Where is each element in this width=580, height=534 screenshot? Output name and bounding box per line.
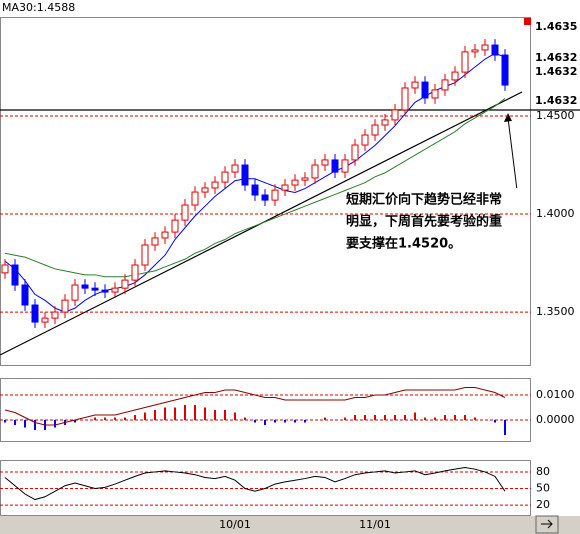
candle-body [371,124,379,136]
note-box [342,188,524,256]
candle-body [391,109,399,121]
candle-body [421,81,429,99]
candle-body [301,177,309,181]
candle-body [211,181,219,189]
price-panel [0,17,531,366]
candle-body [351,144,359,161]
candle-body [171,219,179,233]
candle-body [261,194,269,201]
candle-body [341,159,349,173]
candle-body [441,79,449,91]
x-tick-label: 11/01 [359,518,391,531]
candle-body [71,284,79,301]
x-axis-strip [0,516,580,534]
y-tick-label: 1.3500 [536,305,575,318]
candle-body [411,81,419,89]
candle-body [31,304,39,323]
indicator-title: MA30:1.4588 [2,1,75,14]
indicator-line [4,97,506,278]
indicator-line [4,387,506,426]
candle-body [91,287,99,291]
candle-body [51,311,59,319]
indicator-line [4,467,506,501]
scroll-arrow [541,519,553,529]
candle-body [361,134,369,146]
y-tick-label: 0.0100 [536,388,575,401]
y-tick-label: 0.0000 [536,413,575,426]
price-readout: 1.4632 [535,51,577,64]
candle-body [501,54,509,86]
candle-body [291,179,299,186]
candle-body [381,119,389,126]
candle-body [21,284,29,306]
annotation: 短期汇价向下趋势已经非常 [346,192,502,208]
candle-body [311,164,319,179]
y-tick-label: 20 [536,498,550,511]
price-readout: 1.4632 [535,65,577,78]
annotation: 要支撑在1.4520。 [346,236,461,252]
candle-body [251,184,259,196]
annotation: 明显，下周首先要考验的重 [346,214,502,230]
y-tick-label: 1.4500 [536,109,575,122]
candle-body [151,237,159,246]
candle-body [451,71,459,81]
y-tick-label: 50 [536,482,550,495]
candle-body [41,317,49,323]
candle-body [471,49,479,53]
candle-body [141,244,149,266]
candle-body [1,264,9,274]
candle-body [321,159,329,166]
candle-body [191,191,199,206]
candle-body [221,171,229,183]
marker [524,18,531,25]
candle-body [181,204,189,221]
candle-body [161,231,169,239]
candle-body [281,184,289,191]
candle-body [101,289,109,293]
candle-body [331,159,339,173]
price-readout: 1.4635 [535,20,577,33]
candle-body [81,284,89,289]
x-tick-label: 10/01 [219,518,251,531]
macd-panel [0,378,531,442]
candle-body [401,87,409,111]
y-tick-label: 1.4000 [536,207,575,220]
candle-body [131,264,139,281]
candle-body [461,51,469,73]
candle-body [491,44,499,56]
price-readout: 1.4632 [535,94,577,107]
candle-body [241,164,249,186]
y-tick-label: 80 [536,465,550,478]
arrow-head [504,113,512,122]
candle-body [201,187,209,193]
candle-body [61,299,69,313]
candle-body [431,89,439,99]
candle-body [11,264,19,286]
candle-body [121,279,129,289]
candle-body [271,189,279,201]
candle-body [481,44,489,51]
candle-body [111,287,119,293]
arrow-line [507,117,518,191]
candle-body [231,164,239,173]
